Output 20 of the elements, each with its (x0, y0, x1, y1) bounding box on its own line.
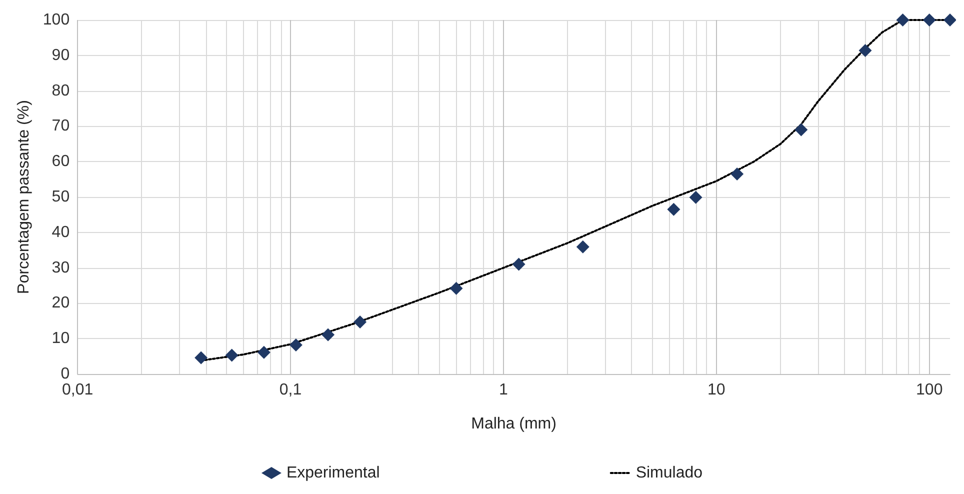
y-axis-title: Porcentagem passante (%) (16, 100, 32, 294)
y-tick-label: 50 (52, 188, 70, 206)
y-tick-label: 80 (52, 82, 70, 100)
y-tick-label: 70 (52, 118, 70, 135)
x-tick-label: 10 (708, 382, 726, 398)
y-tick-label: 60 (52, 153, 70, 170)
y-tick-label: 0 (60, 366, 70, 382)
x-tick-label: 100 (916, 382, 943, 398)
y-tick-label: 100 (42, 12, 70, 28)
x-tick-label: 1 (499, 382, 508, 398)
x-axis-title: Malha (mm) (471, 416, 556, 432)
legend-label: Simulado (636, 464, 703, 482)
y-tick-label: 30 (52, 259, 70, 276)
y-tick-label: 40 (52, 224, 70, 241)
y-tick-label: 90 (52, 46, 70, 64)
y-tick-label: 20 (52, 294, 70, 312)
y-tick-label: 10 (52, 330, 70, 348)
x-tick-label: 0,01 (62, 382, 94, 398)
legend-label: Experimental (286, 464, 380, 482)
x-tick-label: 0,1 (279, 382, 302, 398)
